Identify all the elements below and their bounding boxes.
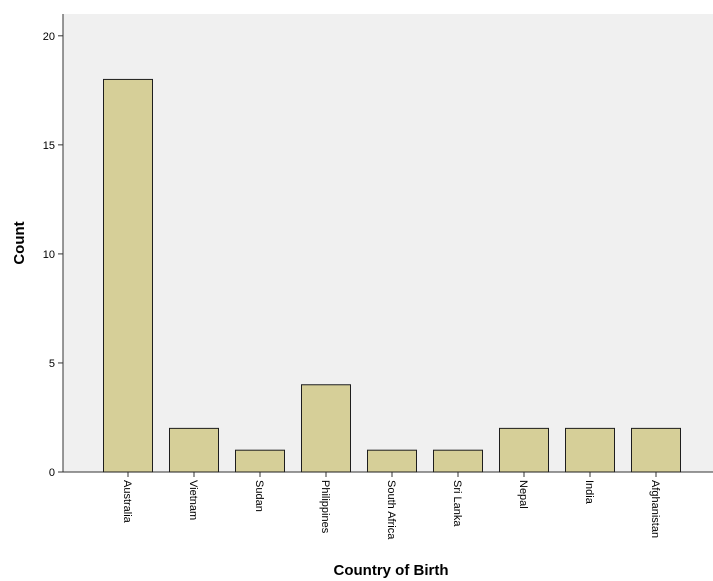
x-tick-label: Nepal	[517, 480, 529, 509]
bar-philippines	[301, 384, 351, 473]
bar-india	[565, 427, 615, 473]
y-tick-label: 10	[43, 249, 55, 261]
x-tick-label: Vietnam	[187, 480, 199, 520]
y-tick-label: 5	[49, 358, 55, 370]
y-axis: 0 5 10 15 20	[43, 14, 64, 479]
bar-vietnam	[169, 427, 219, 473]
bar-nepal	[499, 427, 549, 473]
x-tick-label: Australia	[121, 480, 133, 524]
bar-sri-lanka	[433, 449, 483, 473]
x-tick-label: Sudan	[253, 480, 265, 512]
y-tick-label: 20	[43, 31, 55, 43]
y-tick-label: 15	[43, 140, 55, 152]
x-tick-label: Sri Lanka	[451, 480, 463, 527]
x-tick-label: India	[583, 480, 595, 505]
y-tick-label: 0	[49, 467, 55, 479]
x-tick-label: Philippines	[319, 480, 331, 534]
x-axis: Australia Vietnam Sudan Philippines South Af…	[63, 471, 713, 540]
y-axis-title: Count	[11, 221, 28, 264]
x-tick-label: Afghanistan	[649, 480, 661, 538]
bar-australia	[103, 78, 153, 473]
bar-south-africa	[367, 449, 417, 473]
bar-afghanistan	[631, 427, 681, 473]
x-axis-title: Country of Birth	[334, 562, 449, 579]
bars	[103, 78, 681, 473]
x-tick-label: South Africa	[385, 480, 397, 540]
plot-area	[63, 14, 713, 472]
bar-sudan	[235, 449, 285, 473]
